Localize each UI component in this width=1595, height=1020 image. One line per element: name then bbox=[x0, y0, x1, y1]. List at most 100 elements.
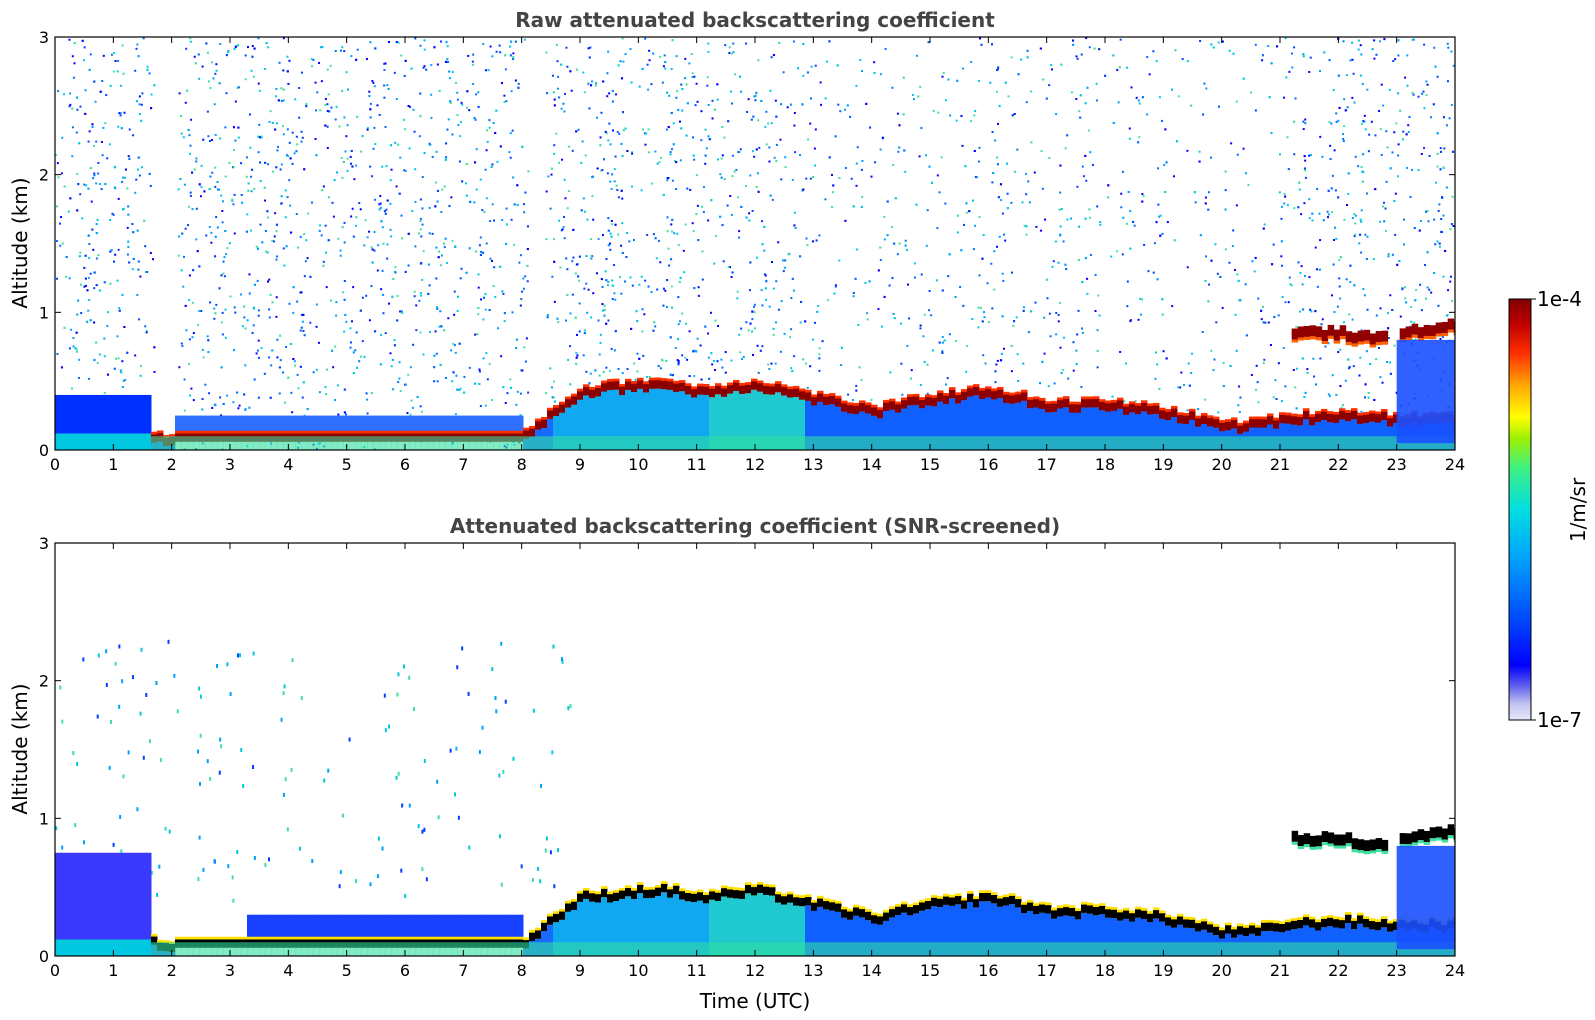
surface-layer bbox=[1105, 436, 1112, 450]
noise-speckle bbox=[1030, 310, 1033, 313]
noise-speckle bbox=[1057, 313, 1060, 316]
noise-speckle bbox=[521, 290, 524, 293]
noise-speckle bbox=[1186, 60, 1189, 63]
noise-speckle bbox=[920, 273, 923, 276]
noise-speckle bbox=[339, 249, 342, 252]
noise-speckle bbox=[459, 277, 462, 280]
surface-layer bbox=[61, 433, 68, 450]
noise-speckle bbox=[1286, 136, 1289, 139]
noise-speckle bbox=[1404, 297, 1407, 300]
noise-speckle bbox=[127, 240, 130, 243]
noise-speckle bbox=[1328, 59, 1331, 62]
noise-speckle bbox=[248, 273, 251, 276]
surface-layer bbox=[355, 436, 362, 450]
noise-speckle bbox=[1284, 301, 1287, 304]
surface-layer bbox=[103, 433, 110, 450]
noise-speckle bbox=[557, 321, 560, 324]
noise-speckle bbox=[451, 380, 454, 383]
noise-speckle bbox=[575, 130, 578, 133]
noise-speckle bbox=[1344, 379, 1347, 382]
noise-speckle bbox=[724, 44, 727, 47]
noise-speckle bbox=[886, 234, 889, 237]
noise-speckle bbox=[1332, 88, 1335, 91]
noise-speckle bbox=[188, 362, 191, 365]
surface-layer bbox=[967, 436, 974, 450]
noise-speckle bbox=[292, 286, 295, 289]
noise-speckle bbox=[438, 89, 441, 92]
noise-speckle bbox=[575, 68, 578, 71]
noise-speckle bbox=[585, 370, 588, 373]
noise-speckle bbox=[221, 311, 224, 314]
noise-speckle bbox=[640, 275, 643, 278]
noise-speckle bbox=[1367, 391, 1370, 394]
noise-speckle bbox=[609, 143, 612, 146]
noise-speckle bbox=[883, 295, 886, 298]
noise-speckle bbox=[772, 54, 775, 57]
noise-speckle bbox=[547, 175, 550, 178]
noise-speckle bbox=[689, 188, 692, 191]
noise-speckle bbox=[525, 337, 528, 340]
noise-speckle bbox=[420, 235, 423, 238]
noise-speckle bbox=[252, 307, 255, 310]
noise-speckle bbox=[756, 344, 759, 347]
noise-speckle bbox=[792, 40, 795, 43]
mixed-layer-column bbox=[1189, 411, 1196, 450]
noise-speckle bbox=[1321, 318, 1324, 321]
noise-speckle bbox=[498, 44, 501, 47]
noise-speckle bbox=[501, 219, 504, 222]
noise-speckle bbox=[184, 304, 187, 307]
noise-speckle bbox=[300, 313, 303, 316]
noise-speckle bbox=[1002, 279, 1005, 282]
noise-speckle bbox=[1247, 184, 1250, 187]
noise-speckle bbox=[870, 175, 873, 178]
noise-speckle bbox=[124, 378, 127, 381]
noise-speckle bbox=[1232, 229, 1235, 232]
noise-speckle bbox=[866, 318, 869, 321]
surface-layer bbox=[763, 436, 770, 450]
noise-speckle bbox=[252, 75, 255, 78]
noise-speckle bbox=[707, 50, 710, 53]
noise-speckle bbox=[344, 150, 347, 153]
noise-speckle bbox=[207, 351, 210, 354]
noise-speckle bbox=[1351, 318, 1354, 321]
noise-speckle bbox=[299, 291, 302, 294]
noise-speckle bbox=[1138, 102, 1141, 105]
noise-speckle bbox=[617, 233, 620, 236]
noise-speckle bbox=[622, 111, 625, 114]
noise-speckle bbox=[699, 344, 702, 347]
noise-speckle bbox=[852, 291, 855, 294]
mixed-layer-column bbox=[547, 410, 554, 450]
noise-speckle bbox=[209, 87, 212, 90]
noise-speckle bbox=[251, 55, 254, 58]
noise-speckle bbox=[389, 228, 392, 231]
noise-speckle bbox=[1268, 96, 1271, 99]
aerosol-layer-core bbox=[715, 385, 722, 395]
noise-speckle bbox=[292, 358, 295, 361]
noise-speckle bbox=[1095, 82, 1098, 85]
noise-speckle bbox=[285, 154, 288, 157]
noise-speckle bbox=[1198, 150, 1201, 153]
noise-speckle bbox=[430, 116, 433, 119]
noise-speckle bbox=[802, 74, 805, 77]
noise-speckle bbox=[214, 312, 217, 315]
noise-speckle bbox=[258, 89, 261, 92]
noise-speckle bbox=[187, 224, 190, 227]
noise-speckle bbox=[991, 181, 994, 184]
surface-layer bbox=[445, 436, 452, 450]
noise-speckle bbox=[1025, 101, 1028, 104]
noise-speckle bbox=[335, 105, 338, 108]
noise-speckle bbox=[188, 134, 191, 137]
noise-speckle bbox=[1380, 83, 1383, 86]
noise-speckle bbox=[381, 269, 384, 272]
surface-layer bbox=[1177, 436, 1184, 450]
noise-speckle bbox=[252, 324, 255, 327]
noise-speckle bbox=[1126, 222, 1129, 225]
surface-layer bbox=[241, 436, 248, 450]
noise-speckle bbox=[1254, 256, 1257, 259]
noise-speckle bbox=[76, 108, 79, 111]
aerosol-layer-core bbox=[967, 388, 974, 397]
noise-speckle bbox=[731, 154, 734, 157]
noise-speckle bbox=[1269, 343, 1272, 346]
noise-speckle bbox=[271, 301, 274, 304]
noise-speckle bbox=[396, 319, 399, 322]
